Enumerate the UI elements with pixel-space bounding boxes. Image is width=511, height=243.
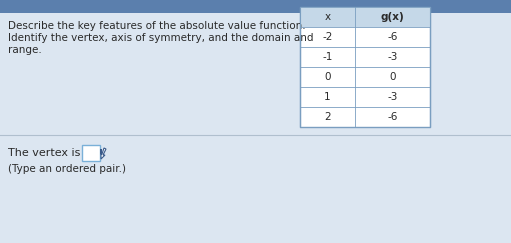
Text: The vertex is: The vertex is xyxy=(8,148,80,158)
Text: Describe the key features of the absolute value function.: Describe the key features of the absolut… xyxy=(8,21,306,31)
Text: 0: 0 xyxy=(324,72,331,82)
Text: -2: -2 xyxy=(322,32,333,42)
Text: g(x): g(x) xyxy=(381,12,404,22)
Text: x: x xyxy=(324,12,331,22)
Text: 0: 0 xyxy=(389,72,396,82)
FancyBboxPatch shape xyxy=(300,7,430,27)
Text: -3: -3 xyxy=(387,92,398,102)
Text: -6: -6 xyxy=(387,112,398,122)
Text: range.: range. xyxy=(8,45,42,55)
FancyBboxPatch shape xyxy=(0,13,511,243)
Polygon shape xyxy=(101,148,106,159)
FancyBboxPatch shape xyxy=(0,0,511,13)
FancyBboxPatch shape xyxy=(82,145,100,161)
Text: (Type an ordered pair.): (Type an ordered pair.) xyxy=(8,164,126,174)
Text: -6: -6 xyxy=(387,32,398,42)
Text: Identify the vertex, axis of symmetry, and the domain and: Identify the vertex, axis of symmetry, a… xyxy=(8,33,314,43)
FancyBboxPatch shape xyxy=(300,7,430,127)
Text: 2: 2 xyxy=(324,112,331,122)
Text: -1: -1 xyxy=(322,52,333,62)
Text: 1: 1 xyxy=(324,92,331,102)
Text: -3: -3 xyxy=(387,52,398,62)
